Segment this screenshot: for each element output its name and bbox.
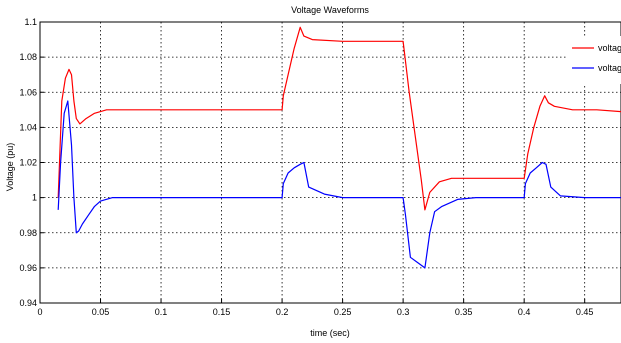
legend-box: [567, 36, 621, 84]
x-tick-label: 0.45: [576, 307, 594, 317]
x-tick-label: 0.2: [276, 307, 289, 317]
plot-area: 0 0.05 0.1 0.15 0.2 0.25 0.3 0.35 0.4 0.45 0.94 0.9…: [19, 17, 621, 317]
x-tick-label: 0.35: [455, 307, 473, 317]
y-tick-label: 1.1: [24, 17, 37, 27]
x-axis-label: time (sec): [310, 328, 350, 338]
series-line-2: [57, 100, 621, 269]
x-tick-label: 0: [37, 307, 42, 317]
y-tick-label: 0.94: [19, 298, 37, 308]
y-tick-label: 0.96: [19, 263, 37, 273]
y-tick-label: 1.06: [19, 87, 37, 97]
series-line-1: [57, 26, 621, 211]
y-axis-label: Voltage (pu): [5, 143, 15, 192]
x-tick-label: 0.25: [334, 307, 352, 317]
plot-frame: [39, 21, 621, 304]
y-tick-label: 0.98: [19, 228, 37, 238]
x-tick-label: 0.1: [155, 307, 168, 317]
x-tick-label: 0.05: [92, 307, 110, 317]
x-tick-label: 0.3: [397, 307, 410, 317]
x-tick-label: 0.4: [518, 307, 531, 317]
y-tick-label: 1.08: [19, 52, 37, 62]
y-tick-label: 1: [32, 193, 37, 203]
chart-title: Voltage Waveforms: [291, 5, 369, 15]
y-tick-label: 1.02: [19, 158, 37, 168]
legend-label-1: voltage: [598, 43, 621, 53]
legend-label-2: voltage: [598, 63, 621, 73]
x-tick-label: 0.15: [213, 307, 231, 317]
y-tick-label: 1.04: [19, 122, 37, 132]
